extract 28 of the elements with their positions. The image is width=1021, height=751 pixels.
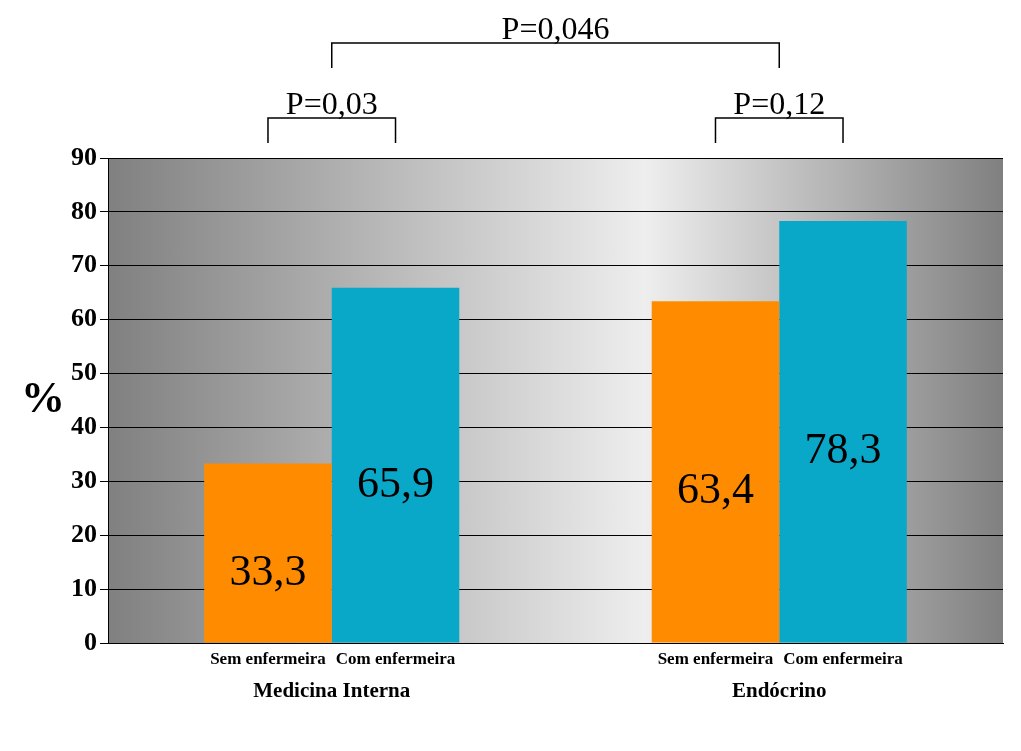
y-tick-label: 0 bbox=[84, 626, 97, 656]
x-tick-label: Endócrino bbox=[731, 677, 827, 702]
y-tick-label: 50 bbox=[71, 357, 97, 387]
y-tick-label: 60 bbox=[71, 303, 97, 333]
data-label: 65,9 bbox=[357, 457, 435, 507]
bar bbox=[331, 287, 460, 643]
text: P=0,046 bbox=[501, 10, 610, 47]
data-label: 78,3 bbox=[804, 424, 882, 474]
y-tick-label: 30 bbox=[71, 465, 97, 495]
bar bbox=[779, 221, 907, 643]
y-axis-title: % bbox=[21, 372, 65, 422]
x-tick-label: Medicina Interna bbox=[253, 677, 411, 702]
bar bbox=[651, 301, 780, 643]
y-tick-label: 70 bbox=[71, 249, 97, 279]
text: Sem enfermeira bbox=[657, 648, 774, 668]
y-tick-label: 10 bbox=[71, 572, 97, 602]
y-tick-label: 20 bbox=[71, 518, 97, 548]
y-tick-label: 80 bbox=[71, 195, 97, 225]
y-tick-label: 90 bbox=[71, 141, 97, 171]
text: Com enfermeira bbox=[783, 648, 903, 668]
y-tick-label: 40 bbox=[71, 411, 97, 441]
text: P=0,12 bbox=[733, 85, 826, 122]
series-label: Sem enfermeira bbox=[210, 648, 327, 668]
data-label: 33,3 bbox=[229, 545, 307, 595]
bar bbox=[204, 463, 332, 643]
text: P=0,03 bbox=[285, 85, 378, 122]
series-label: Com enfermeira bbox=[335, 648, 456, 668]
data-label: 63,4 bbox=[676, 464, 754, 514]
